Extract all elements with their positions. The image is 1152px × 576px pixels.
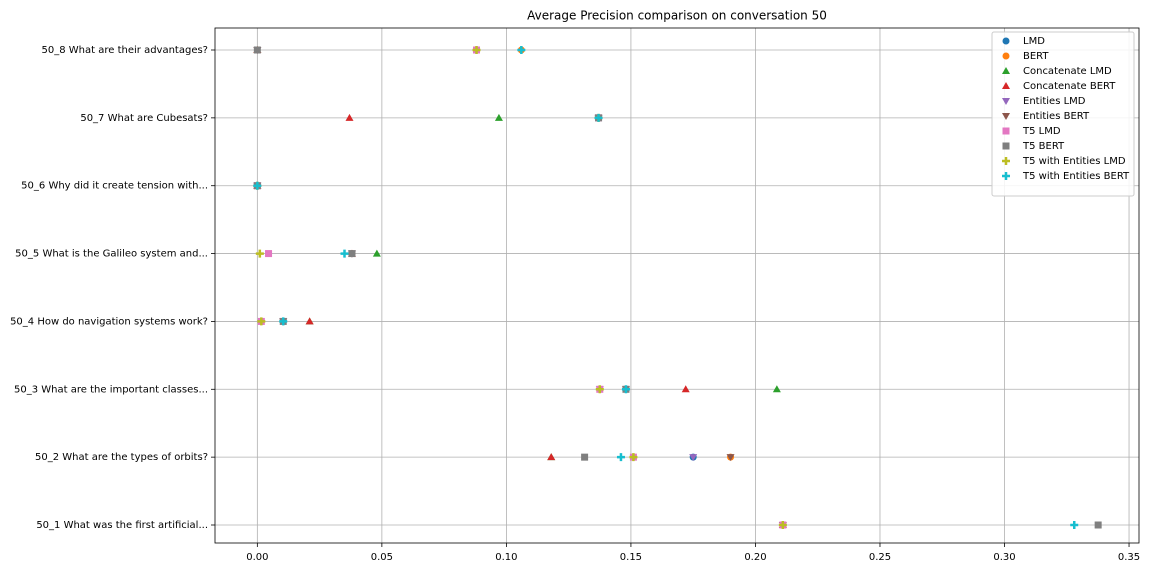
y-tick-label: 50_4 How do navigation systems work? <box>10 316 208 327</box>
point <box>621 385 630 394</box>
point <box>681 385 690 393</box>
point <box>595 385 604 394</box>
legend-label: T5 with Entities BERT <box>1022 171 1130 182</box>
point <box>594 113 603 122</box>
plot-frame <box>214 27 1140 544</box>
x-tick-label: 0.25 <box>869 552 891 563</box>
legend: LMD BERT Concatenate LMD Concatenate BERT En… <box>991 31 1135 197</box>
chart-title: Average Precision comparison on conversa… <box>527 9 827 23</box>
point <box>772 385 781 393</box>
labels: 0.00 0.05 0.10 0.15 0.20 0.25 0.30 0.35 50_8 Wha… <box>10 45 1140 563</box>
legend-label: T5 LMD <box>1022 126 1061 137</box>
point <box>1070 521 1079 529</box>
point <box>305 317 314 325</box>
point <box>517 46 526 54</box>
legend-marker <box>1002 172 1010 180</box>
legend-label: Entities BERT <box>1023 111 1090 122</box>
legend-marker <box>1002 113 1010 120</box>
legend-marker <box>1002 67 1010 74</box>
legend-box <box>991 31 1135 197</box>
y-tick-label: 50_6 Why did it create tension with... <box>21 181 208 192</box>
legend-marker <box>1002 142 1010 150</box>
legend-marker <box>1002 127 1010 135</box>
marks <box>253 46 1102 529</box>
legend-label: LMD <box>1023 36 1045 47</box>
x-tick-label: 0.30 <box>993 552 1015 563</box>
point <box>1094 521 1102 529</box>
legend-marker <box>1002 98 1010 105</box>
point <box>348 250 356 258</box>
y-tick-label: 50_1 What was the first artificial... <box>36 520 208 531</box>
point <box>547 453 556 461</box>
legend-label: Concatenate BERT <box>1023 81 1116 92</box>
point <box>255 249 264 258</box>
point <box>726 454 735 462</box>
point <box>253 46 261 54</box>
grid <box>215 28 1139 543</box>
y-tick-label: 50_5 What is the Galileo system and... <box>15 249 208 260</box>
y-tick-label: 50_2 What are the types of orbits? <box>35 452 208 463</box>
y-tick-label: 50_8 What are their advantages? <box>42 45 208 56</box>
point <box>253 181 262 190</box>
legend-marker <box>1002 157 1010 165</box>
point <box>345 113 354 121</box>
legend-label: Entities LMD <box>1023 96 1086 107</box>
point <box>581 453 589 461</box>
legend-label: T5 with Entities LMD <box>1022 156 1126 167</box>
point <box>494 113 503 121</box>
point <box>472 46 481 54</box>
point <box>340 249 349 258</box>
legend-label: BERT <box>1023 51 1049 62</box>
point <box>778 521 787 529</box>
x-tick-label: 0.10 <box>495 552 517 563</box>
point <box>629 453 638 462</box>
legend-marker <box>1002 82 1010 89</box>
x-tick-label: 0.35 <box>1118 552 1140 563</box>
point <box>616 453 625 462</box>
y-tick-label: 50_7 What are Cubesats? <box>80 113 208 124</box>
x-tick-label: 0.15 <box>620 552 642 563</box>
y-tick-label: 50_3 What are the important classes... <box>14 384 208 395</box>
legend-marker <box>1002 52 1010 60</box>
x-tick-label: 0.20 <box>744 552 766 563</box>
point <box>689 454 698 462</box>
point <box>372 249 381 257</box>
point <box>279 317 288 326</box>
point <box>265 250 273 258</box>
legend-label: Concatenate LMD <box>1023 66 1112 77</box>
legend-label: T5 BERT <box>1022 141 1065 152</box>
x-tick-label: 0.00 <box>246 552 268 563</box>
point <box>257 317 266 326</box>
x-tick-label: 0.05 <box>371 552 393 563</box>
legend-marker <box>1002 37 1010 45</box>
